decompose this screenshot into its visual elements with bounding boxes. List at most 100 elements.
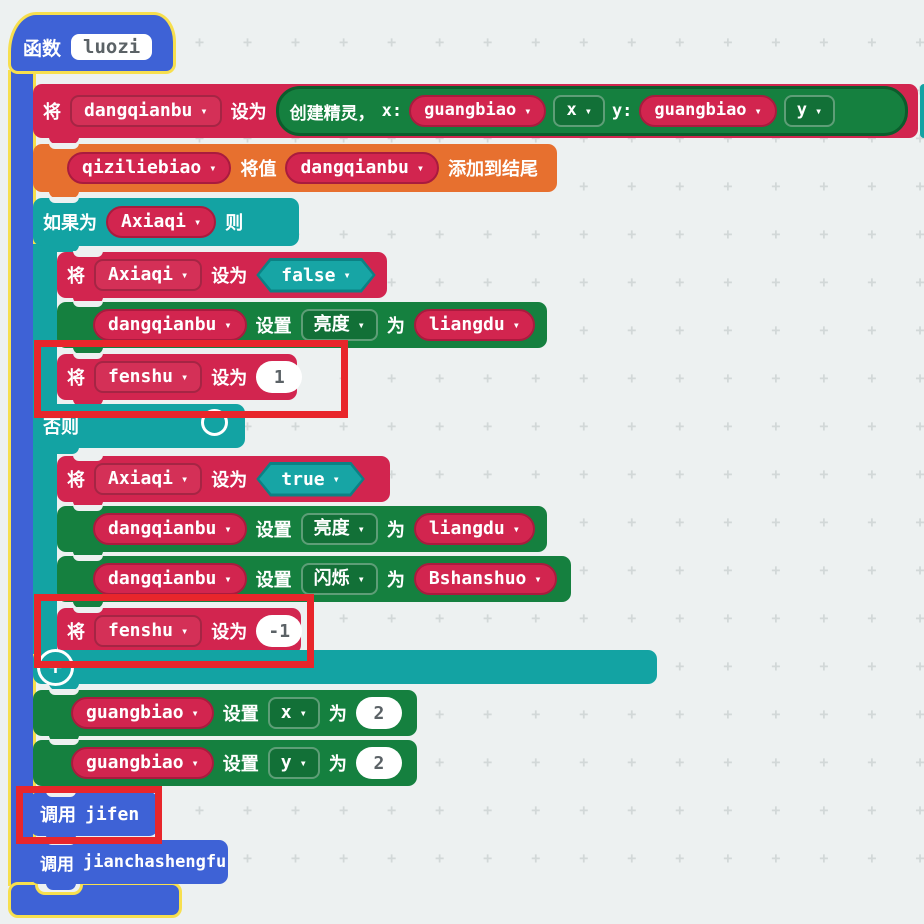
number-input[interactable]: -1 [256,615,303,647]
var-name: Bshanshuo [428,567,527,589]
y-arg-label: y: [611,101,633,121]
function-ref-name: jifen [85,803,140,825]
block-set-fenshu-1[interactable]: 将 fenshu ▾ 设为 1 [57,353,303,406]
var-name: Axiaqi [121,210,187,232]
var-pill-dangqianbu[interactable]: dangqianbu ▾ [93,512,247,546]
number-input[interactable]: 2 [355,747,402,779]
bool-dropdown-false[interactable]: false ▾ [256,258,375,293]
var-name: dangqianbu [108,567,217,589]
offscreen-block-fragment [920,84,924,138]
collapse-circle-icon[interactable] [201,409,228,436]
block-set-fenshu-neg1[interactable]: 将 fenshu ▾ 设为 -1 [57,607,303,660]
caret-icon: ▾ [181,624,189,638]
caret-icon: ▾ [357,522,365,536]
var-name: fenshu [108,365,174,387]
caret-icon: ▾ [512,522,520,536]
prop-dropdown-y[interactable]: y ▾ [783,95,836,127]
var-pill-qiziliebiao[interactable]: qiziliebiao ▾ [67,151,232,185]
set-prop-label: 设置 [255,570,292,591]
var-name: dangqianbu [300,156,409,178]
bool-dropdown-true[interactable]: true ▾ [256,462,365,497]
block-call-jianchashengfu[interactable]: 调用 jianchashengfu [30,839,228,890]
var-name: dangqianbu [108,313,217,335]
var-pill-guangbiao-y[interactable]: guangbiao ▾ [639,95,777,127]
to-label: 设为 [211,266,248,287]
block-if-header[interactable]: 如果为 Axiaqi ▾ 则 [33,197,299,252]
caret-icon: ▾ [357,572,365,586]
var-name: guangbiao [86,701,184,723]
then-label: 则 [225,213,244,234]
var-name: dangqianbu [108,517,217,539]
prop-dropdown-x[interactable]: x ▾ [553,95,605,127]
var-dropdown-fenshu[interactable]: fenshu ▾ [94,360,203,394]
block-set-axiaqi-false[interactable]: 将 Axiaqi ▾ 设为 false ▾ [57,251,387,304]
bool-value: true [281,468,325,490]
var-pill-guangbiao[interactable]: guangbiao ▾ [71,696,214,730]
caret-icon: ▾ [191,706,199,720]
prop-dropdown-brightness[interactable]: 亮度 ▾ [300,512,378,546]
var-pill-guangbiao-x[interactable]: guangbiao ▾ [409,95,547,127]
var-pill-axiaqi[interactable]: Axiaqi ▾ [106,205,217,239]
block-set-create-sprite[interactable]: 将 dangqianbu ▾ 设为 创建精灵， x: guangbiao ▾ x… [33,84,918,144]
caret-icon: ▾ [357,318,365,332]
caret-icon: ▾ [194,215,202,229]
var-name: dangqianbu [84,99,193,121]
add-branch-plus-icon[interactable]: + [37,649,74,686]
var-name: Axiaqi [108,467,174,489]
caret-icon: ▾ [181,268,189,282]
var-pill-dangqianbu[interactable]: dangqianbu ▾ [93,562,247,596]
block-call-jifen[interactable]: 调用 jifen [30,791,158,842]
prop-dropdown-blink[interactable]: 闪烁 ▾ [300,562,378,596]
caret-icon: ▾ [299,756,307,770]
function-definition-header[interactable]: 函数 luozi [8,12,176,74]
to-label: 设为 [211,470,248,491]
block-set-axiaqi-true[interactable]: 将 Axiaqi ▾ 设为 true ▾ [57,455,390,508]
prop-name: y [280,751,292,773]
prop-name: y [796,100,808,121]
var-pill-dangqianbu[interactable]: dangqianbu ▾ [93,308,247,342]
block-set-guangbiao-x[interactable]: guangbiao ▾ 设置 x ▾ 为 2 [33,689,417,742]
prop-name: x [566,100,577,121]
var-dropdown-fenshu[interactable]: fenshu ▾ [94,614,203,648]
function-name-field[interactable]: luozi [71,34,153,60]
set-label: 将 [67,470,85,491]
block-set-brightness-then[interactable]: dangqianbu ▾ 设置 亮度 ▾ 为 liangdu ▾ [57,301,547,354]
function-block-footer[interactable] [8,882,182,918]
var-name: liangdu [428,517,505,539]
plus-glyph: + [48,654,63,680]
caret-icon: ▾ [224,522,232,536]
caret-icon: ▾ [181,472,189,486]
create-sprite-reporter[interactable]: 创建精灵， x: guangbiao ▾ x ▾ y: guangbiao ▾ … [275,86,908,136]
var-dropdown-dangqianbu[interactable]: dangqianbu ▾ [70,94,222,128]
var-pill-guangbiao[interactable]: guangbiao ▾ [71,746,214,780]
prop-dropdown-brightness[interactable]: 亮度 ▾ [300,308,378,342]
to-label: 为 [386,570,405,591]
var-dropdown-axiaqi[interactable]: Axiaqi ▾ [94,462,203,496]
var-pill-liangdu[interactable]: liangdu ▾ [413,308,535,342]
caret-icon: ▾ [332,472,340,486]
else-label: 否则 [43,417,79,438]
var-pill-bshanshuo[interactable]: Bshanshuo ▾ [413,562,557,596]
set-label: 将 [43,102,61,123]
caret-icon: ▾ [534,572,542,586]
prop-dropdown-y[interactable]: y ▾ [267,746,320,780]
prop-name: x [280,701,292,723]
var-dropdown-axiaqi[interactable]: Axiaqi ▾ [94,258,203,292]
call-label: 调用 [40,854,74,875]
block-set-guangbiao-y[interactable]: guangbiao ▾ 设置 y ▾ 为 2 [33,739,417,792]
block-set-blink[interactable]: dangqianbu ▾ 设置 闪烁 ▾ 为 Bshanshuo ▾ [57,555,571,608]
append-value-label: 将值 [240,159,277,180]
create-sprite-label: 创建精灵， [289,103,375,124]
block-if-bottom-bar[interactable] [33,650,657,690]
to-label: 设为 [211,622,248,643]
var-pill-liangdu[interactable]: liangdu ▾ [413,512,535,546]
function-block-spine[interactable] [8,70,36,886]
caret-icon: ▾ [512,318,520,332]
var-pill-dangqianbu[interactable]: dangqianbu ▾ [285,151,440,185]
number-input[interactable]: 2 [355,697,402,729]
block-list-append[interactable]: qiziliebiao ▾ 将值 dangqianbu ▾ 添加到结尾 [33,143,557,198]
number-input[interactable]: 1 [256,361,303,393]
prop-dropdown-x[interactable]: x ▾ [267,696,320,730]
set-prop-label: 设置 [255,316,292,337]
block-set-brightness-else[interactable]: dangqianbu ▾ 设置 亮度 ▾ 为 liangdu ▾ [57,505,547,558]
